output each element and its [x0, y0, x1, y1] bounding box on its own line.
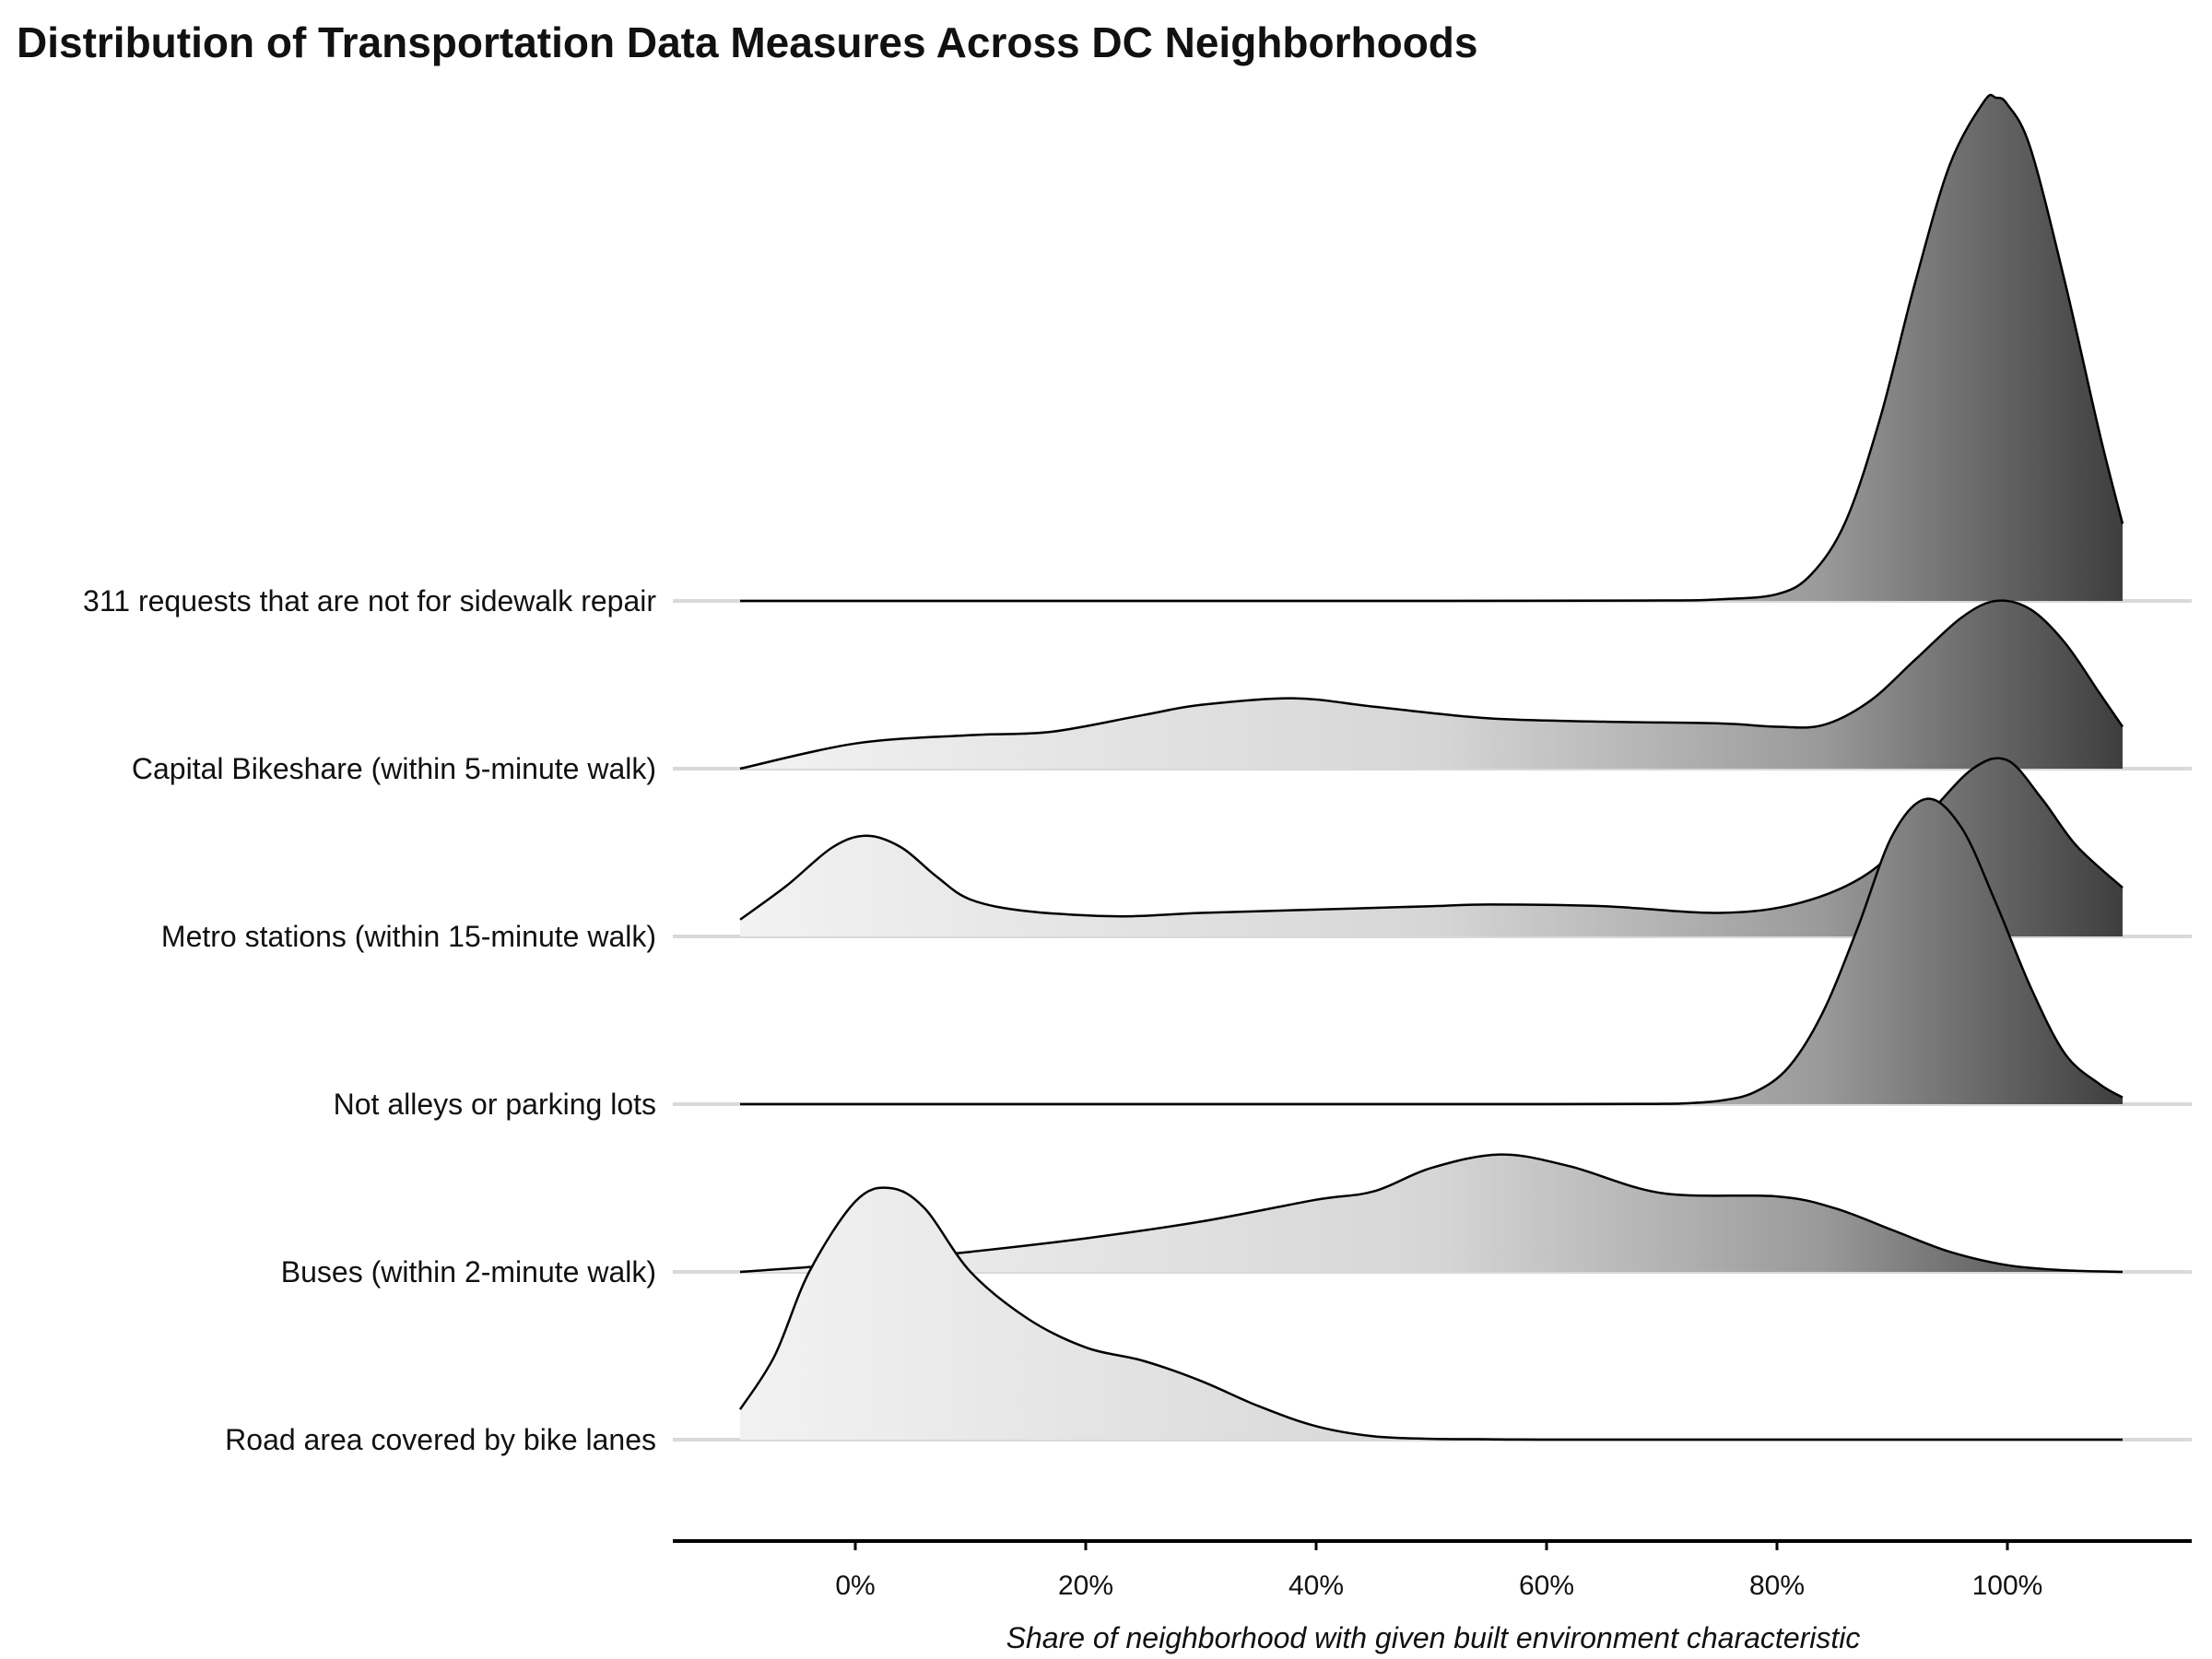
- ridge-area: [740, 600, 2123, 769]
- ridge-line: [739, 797, 2124, 1106]
- ridge-line: [739, 757, 2124, 921]
- x-tick-label: 40%: [1288, 1571, 1344, 1601]
- x-tick-label: 80%: [1749, 1571, 1805, 1601]
- x-tick-label: 20%: [1058, 1571, 1113, 1601]
- x-tick-label: 0%: [835, 1571, 875, 1601]
- y-label-capital-bikeshare-within-5-minute-walk: Capital Bikeshare (within 5-minute walk): [132, 752, 656, 785]
- x-tick-label: 100%: [1972, 1571, 2043, 1601]
- ridge-capital-bikeshare-within-5-minute-walk: [739, 599, 2124, 771]
- ridge-road-area-covered-by-bike-lanes: [738, 1186, 2123, 1441]
- ridge-area: [740, 1154, 2123, 1272]
- ridge-buses-within-2-minute-walk: [739, 1153, 2124, 1274]
- ridge-line: [739, 1153, 2124, 1274]
- y-label-not-alleys-or-parking-lots: Not alleys or parking lots: [334, 1088, 656, 1121]
- ridge-area: [740, 94, 2123, 602]
- ridge-line: [739, 599, 2124, 771]
- ridge-line: [738, 1186, 2123, 1441]
- y-label-311-requests-that-are-not-for-sidewalk-repair: 311 requests that are not for sidewalk r…: [83, 584, 656, 618]
- y-label-metro-stations-within-15-minute-walk: Metro stations (within 15-minute walk): [161, 920, 656, 953]
- x-tick-label: 60%: [1519, 1571, 1574, 1601]
- ridge-not-alleys-or-parking-lots: [739, 797, 2124, 1106]
- y-label-road-area-covered-by-bike-lanes: Road area covered by bike lanes: [225, 1423, 656, 1456]
- chart-title: Distribution of Transportation Data Meas…: [17, 18, 1477, 66]
- x-axis-title: Share of neighborhood with given built e…: [1006, 1621, 1861, 1654]
- y-axis-labels: 311 requests that are not for sidewalk r…: [83, 584, 656, 1456]
- ridges: [738, 93, 2124, 1441]
- x-axis-ticks: 0% 20% 40% 60% 80% 100%: [835, 1541, 2042, 1601]
- ridge-line: [739, 93, 2124, 603]
- ridge-311-requests-that-are-not-for-sidewalk-repair: [739, 93, 2124, 603]
- ridge-area: [740, 1187, 2123, 1441]
- y-label-buses-within-2-minute-walk: Buses (within 2-minute walk): [281, 1255, 656, 1288]
- ridge-area: [740, 798, 2123, 1105]
